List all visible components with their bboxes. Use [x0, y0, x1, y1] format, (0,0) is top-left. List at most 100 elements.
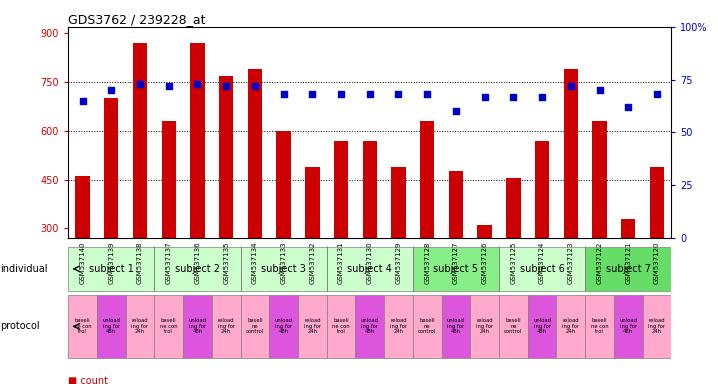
Text: baseli
ne con
trol: baseli ne con trol	[591, 318, 608, 334]
Point	[364, 91, 376, 98]
Bar	[585, 295, 614, 358]
Text: subject 1: subject 1	[89, 264, 134, 274]
Text: GSM537126: GSM537126	[482, 242, 488, 284]
Point	[77, 98, 88, 104]
Bar	[650, 167, 664, 238]
Text: GSM537137: GSM537137	[166, 242, 172, 284]
Bar	[499, 295, 528, 358]
Text: GSM537138: GSM537138	[137, 242, 143, 284]
Text: GSM537131: GSM537131	[338, 242, 344, 284]
Bar	[413, 247, 499, 291]
Bar	[384, 295, 413, 358]
Point	[335, 91, 347, 98]
Bar	[621, 218, 635, 238]
Bar	[585, 247, 671, 291]
Bar	[75, 176, 90, 238]
Text: baseli
ne con
trol: baseli ne con trol	[160, 318, 177, 334]
Text: GSM537128: GSM537128	[424, 242, 430, 284]
Text: GSM537133: GSM537133	[281, 242, 286, 284]
Bar	[355, 295, 384, 358]
Text: protocol: protocol	[0, 321, 39, 331]
Text: reload
ing for
24h: reload ing for 24h	[304, 318, 321, 334]
Point	[594, 87, 605, 93]
Bar	[162, 121, 176, 238]
Point	[623, 104, 634, 110]
Bar	[68, 247, 154, 291]
Point	[536, 93, 548, 99]
Text: unload
ing for
48h: unload ing for 48h	[533, 318, 551, 334]
Bar	[564, 69, 578, 238]
Bar	[592, 121, 607, 238]
Text: baseli
ne
control: baseli ne control	[418, 318, 437, 334]
Text: GSM537123: GSM537123	[568, 242, 574, 284]
Bar	[219, 76, 233, 238]
Text: subject 7: subject 7	[606, 264, 651, 274]
Bar	[190, 43, 205, 238]
Text: unload
ing for
48h: unload ing for 48h	[360, 318, 379, 334]
Bar	[477, 225, 492, 238]
Text: GSM537139: GSM537139	[108, 242, 114, 284]
Bar	[327, 295, 355, 358]
Text: unload
ing for
48h: unload ing for 48h	[274, 318, 293, 334]
Bar	[327, 247, 413, 291]
Text: GSM537127: GSM537127	[453, 242, 459, 284]
Text: reload
ing for
24h: reload ing for 24h	[476, 318, 493, 334]
Bar	[535, 141, 549, 238]
Bar	[212, 295, 241, 358]
Point	[421, 91, 433, 98]
Point	[479, 93, 490, 99]
Point	[278, 91, 289, 98]
Text: reload
ing for
24h: reload ing for 24h	[131, 318, 149, 334]
Point	[307, 91, 318, 98]
Text: reload
ing for
24h: reload ing for 24h	[562, 318, 579, 334]
Text: GSM537140: GSM537140	[80, 242, 85, 284]
Bar	[97, 295, 126, 358]
Text: reload
ing for
24h: reload ing for 24h	[648, 318, 666, 334]
Text: subject 2: subject 2	[175, 264, 220, 274]
Bar	[241, 295, 269, 358]
Text: reload
ing for
24h: reload ing for 24h	[390, 318, 407, 334]
Text: subject 4: subject 4	[348, 264, 392, 274]
Bar	[154, 295, 183, 358]
Point	[249, 83, 261, 89]
Point	[192, 81, 203, 87]
Text: GSM537125: GSM537125	[510, 242, 516, 284]
Bar	[241, 247, 327, 291]
Point	[450, 108, 462, 114]
Text: baseli
ne
control: baseli ne control	[504, 318, 523, 334]
Point	[134, 81, 146, 87]
Bar	[126, 295, 154, 358]
Text: GSM537122: GSM537122	[597, 242, 602, 284]
Bar	[269, 295, 298, 358]
Bar	[470, 295, 499, 358]
Bar	[154, 247, 241, 291]
Bar	[499, 247, 585, 291]
Text: GSM537132: GSM537132	[309, 242, 315, 284]
Bar	[276, 131, 291, 238]
Text: subject 3: subject 3	[261, 264, 306, 274]
Text: ■ count: ■ count	[68, 376, 108, 384]
Text: GSM537130: GSM537130	[367, 242, 373, 284]
Bar	[363, 141, 377, 238]
Point	[393, 91, 404, 98]
Point	[565, 83, 577, 89]
Bar	[298, 295, 327, 358]
Bar	[183, 295, 212, 358]
Bar	[413, 295, 442, 358]
Text: GSM537121: GSM537121	[625, 242, 631, 284]
Bar	[133, 43, 147, 238]
Point	[220, 83, 232, 89]
Bar	[104, 98, 118, 238]
Point	[163, 83, 174, 89]
Text: reload
ing for
24h: reload ing for 24h	[218, 318, 235, 334]
Text: unload
ing for
48h: unload ing for 48h	[188, 318, 207, 334]
Bar	[334, 141, 348, 238]
Text: baseli
ne con
trol: baseli ne con trol	[74, 318, 91, 334]
Bar	[248, 69, 262, 238]
Text: subject 5: subject 5	[434, 264, 478, 274]
Bar	[506, 178, 521, 238]
Text: GSM537135: GSM537135	[223, 242, 229, 284]
Text: GSM537120: GSM537120	[654, 242, 660, 284]
Bar	[556, 295, 585, 358]
Text: unload
ing for
48h: unload ing for 48h	[102, 318, 121, 334]
